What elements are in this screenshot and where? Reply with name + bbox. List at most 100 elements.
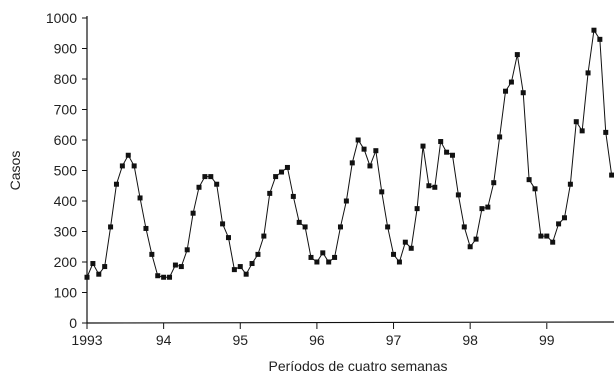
data-point <box>497 134 503 140</box>
data-point <box>202 174 208 180</box>
x-tick-label: 98 <box>462 332 478 348</box>
data-point <box>326 259 332 265</box>
data-point <box>302 224 308 230</box>
data-point <box>178 264 184 270</box>
data-point <box>567 181 573 187</box>
data-point <box>284 164 290 170</box>
data-point <box>361 146 367 152</box>
data-point <box>149 251 155 257</box>
data-point <box>267 190 273 196</box>
data-point <box>491 180 497 186</box>
data-point <box>379 189 385 195</box>
data-point <box>520 90 526 96</box>
data-point <box>332 254 338 260</box>
data-point <box>155 273 161 279</box>
data-point <box>314 259 320 265</box>
y-tick-label: 800 <box>54 71 78 87</box>
data-point <box>573 119 579 125</box>
data-point <box>597 36 603 42</box>
y-tick-label: 300 <box>54 224 78 240</box>
data-point <box>273 174 279 180</box>
data-point <box>90 261 96 267</box>
data-point <box>261 233 267 239</box>
data-point <box>526 177 532 183</box>
data-point <box>609 172 614 178</box>
data-point <box>214 181 220 187</box>
y-tick-label: 900 <box>54 41 78 57</box>
data-point <box>603 129 609 135</box>
y-tick-label: 700 <box>54 102 78 118</box>
data-point <box>143 225 149 231</box>
x-tick-label: 97 <box>386 332 402 348</box>
data-point <box>373 148 379 154</box>
data-point <box>190 210 196 216</box>
series-markers <box>84 27 614 280</box>
data-point <box>220 221 226 227</box>
data-point <box>84 274 90 280</box>
data-point <box>243 271 249 277</box>
x-tick-label: 95 <box>232 332 248 348</box>
data-point <box>420 143 426 149</box>
data-point <box>131 163 137 169</box>
data-point <box>402 239 408 245</box>
y-axis-title: Casos <box>7 151 23 191</box>
data-point <box>172 262 178 268</box>
data-point <box>408 245 414 251</box>
data-point <box>225 235 231 241</box>
data-point <box>296 219 302 225</box>
data-point <box>113 181 119 187</box>
data-point <box>249 261 255 267</box>
x-tick-label: 94 <box>156 332 172 348</box>
y-tick-label: 600 <box>54 132 78 148</box>
y-tick-label: 500 <box>54 163 78 179</box>
data-point <box>208 174 214 180</box>
data-point <box>579 128 585 134</box>
data-point <box>391 251 397 257</box>
y-tick-label: 400 <box>54 193 78 209</box>
data-point <box>279 169 285 175</box>
x-axis-ticks: 1993 94 95 96 97 98 99 <box>71 323 555 348</box>
data-point <box>467 244 473 250</box>
data-point <box>196 184 202 190</box>
data-point <box>550 239 556 245</box>
data-point <box>102 264 108 270</box>
data-point <box>414 206 420 212</box>
y-tick-label: 0 <box>69 315 77 331</box>
data-point <box>438 139 444 145</box>
data-point <box>396 259 402 265</box>
data-point <box>503 88 509 94</box>
data-point <box>96 271 102 277</box>
data-point <box>231 267 237 273</box>
data-point <box>514 52 520 58</box>
data-point <box>290 193 296 199</box>
data-point <box>385 224 391 230</box>
data-point <box>585 70 591 76</box>
data-point <box>508 79 514 85</box>
y-tick-label: 100 <box>54 285 78 301</box>
data-point <box>461 224 467 230</box>
data-point <box>485 204 491 210</box>
data-point <box>125 152 131 158</box>
data-point <box>161 274 167 280</box>
data-point <box>544 233 550 239</box>
data-point <box>479 206 485 212</box>
x-tick-label: 99 <box>539 332 555 348</box>
data-point <box>119 163 125 169</box>
data-point <box>237 264 243 270</box>
data-point <box>538 233 544 239</box>
data-point <box>308 254 314 260</box>
data-point <box>432 184 438 190</box>
data-point <box>137 195 143 201</box>
data-point <box>349 160 355 166</box>
data-point <box>355 137 361 143</box>
data-point <box>320 250 326 256</box>
data-point <box>444 149 450 155</box>
x-axis-title: Períodos de cuatro semanas <box>269 358 448 374</box>
x-tick-label: 96 <box>309 332 325 348</box>
data-point <box>426 183 432 189</box>
y-axis-ticks: 0 100 200 300 400 500 600 700 800 900 1000 <box>46 10 87 331</box>
data-point <box>337 224 343 230</box>
data-point <box>532 186 538 192</box>
data-point <box>108 224 114 230</box>
y-tick-label: 1000 <box>46 10 77 26</box>
